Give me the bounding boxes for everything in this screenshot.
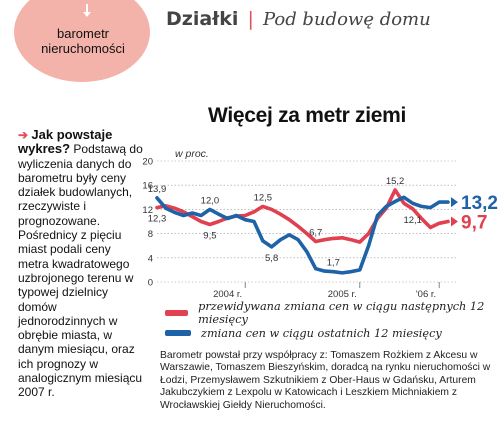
sidebar-explainer: ➔ Jak powstaje wykres? Podstawą do wylic… xyxy=(18,127,144,400)
end-arrow-icon xyxy=(451,197,458,208)
legend-swatch-blue xyxy=(165,330,191,336)
data-label: 5,8 xyxy=(265,253,278,264)
chart-legend: przewidywana zmiana cen w ciągu następny… xyxy=(165,300,500,343)
end-value-label: 13,2 xyxy=(461,193,498,214)
x-tick-label: 2004 r. xyxy=(213,289,242,300)
data-label: 15,2 xyxy=(386,176,405,187)
bullet-arrow-icon: ➔ xyxy=(18,128,29,142)
data-label: 12,3 xyxy=(148,214,167,225)
credits-note: Barometr powstał przy współpracy z: Toma… xyxy=(160,350,491,411)
y-tick-label: 4 xyxy=(148,253,153,264)
x-tick-label: '06 r. xyxy=(416,289,436,300)
section-header: Działki | Pod budowę domu xyxy=(166,8,431,30)
data-label: 6,7 xyxy=(309,227,322,238)
chart-svg: w proc. 0 4 8 12 16 20 2004 r. 2005 r. '06 r. 13,9… xyxy=(142,148,498,300)
badge-label: barometr nieruchomości xyxy=(18,26,148,56)
y-tick-label: 16 xyxy=(142,181,153,192)
badge-line-2: nieruchomości xyxy=(41,41,125,56)
legend-item-red: przewidywana zmiana cen w ciągu następny… xyxy=(165,300,500,326)
sidebar-question: Jak powstaje wykres? xyxy=(18,127,113,157)
data-label: 12,5 xyxy=(254,192,272,203)
section-name: Działki xyxy=(166,8,239,30)
data-label: 1,7 xyxy=(327,258,340,269)
y-tick-label: 20 xyxy=(142,157,153,168)
data-label: 12,0 xyxy=(201,195,220,206)
unit-label: w proc. xyxy=(175,148,209,160)
y-tick-label: 0 xyxy=(148,278,153,289)
header-separator: | xyxy=(247,8,254,30)
legend-label-red: przewidywana zmiana cen w ciągu następny… xyxy=(198,300,485,326)
series-line-red xyxy=(155,188,450,244)
chart-title: Więcej za metr ziemi xyxy=(208,104,407,127)
end-value-label: 9,7 xyxy=(461,213,487,234)
y-tick-label: 8 xyxy=(148,229,153,240)
legend-item-blue: zmiana cen w ciągu ostatnich 12 miesięcy xyxy=(165,323,500,343)
section-subtitle: Pod budowę domu xyxy=(262,9,431,30)
badge-line-1: barometr xyxy=(56,26,110,41)
line-chart: w proc. 0 4 8 12 16 20 2004 r. 2005 r. '06 r. 13,9… xyxy=(140,140,500,320)
sidebar-body: Podstawą do wyliczenia danych do baromet… xyxy=(18,142,143,400)
end-arrow-icon xyxy=(451,216,458,227)
y-tick-label: 12 xyxy=(142,205,153,216)
barometer-badge xyxy=(14,0,150,82)
data-label: 13,9 xyxy=(148,184,167,195)
legend-label-blue: zmiana cen w ciągu ostatnich 12 miesięcy xyxy=(201,326,442,340)
data-label: 12,1 xyxy=(403,215,422,226)
data-label: 9,5 xyxy=(203,231,216,242)
series-line-blue xyxy=(155,195,450,275)
x-tick-label: 2005 r. xyxy=(328,289,357,300)
legend-swatch-red xyxy=(165,310,189,316)
